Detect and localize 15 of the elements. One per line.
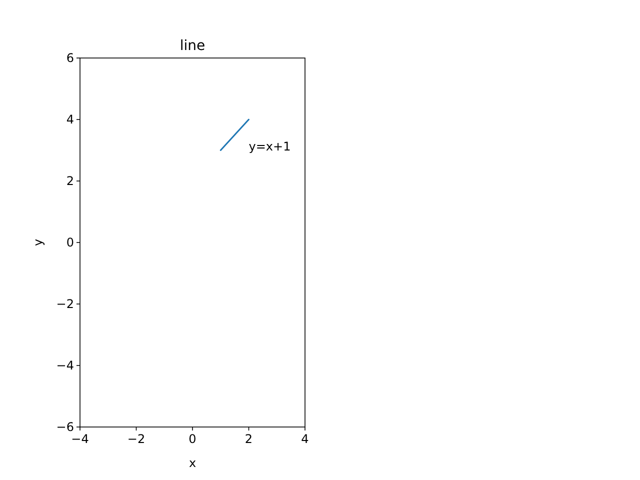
x-tick-label: 2	[244, 432, 253, 446]
y-tick-label: −2	[56, 297, 74, 311]
y-tick-label: 6	[66, 51, 74, 65]
y-tick-label: −4	[56, 358, 74, 372]
y-tick-label: 4	[66, 112, 74, 126]
y-tick-label: 2	[66, 174, 74, 188]
chart-title: line	[180, 38, 206, 54]
x-tick-label: 4	[301, 432, 309, 446]
x-axis-title: x	[188, 456, 196, 470]
x-tick-label: −2	[127, 432, 146, 446]
annotation: y=x+1	[248, 140, 291, 154]
y-tick-label: 0	[66, 236, 74, 250]
x-tick-label: 0	[188, 432, 196, 446]
y-axis-title: y	[31, 238, 45, 246]
y-tick-label: −6	[56, 420, 74, 434]
